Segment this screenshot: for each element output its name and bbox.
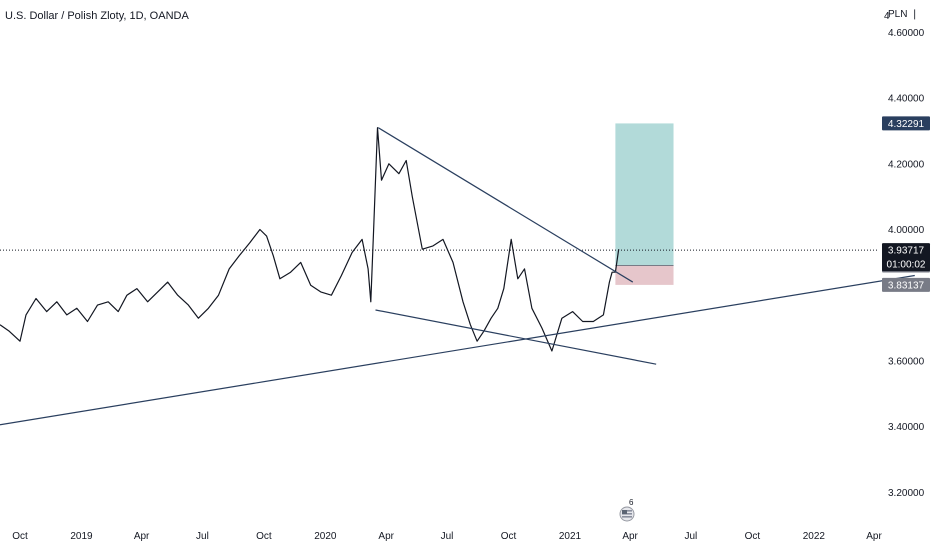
price-label-bg <box>882 116 930 131</box>
events-badge[interactable]: 6 <box>617 497 637 523</box>
long-trendline[interactable] <box>0 274 915 426</box>
currency-code: PLN <box>888 9 908 20</box>
y-tick-label: 4.20000 <box>888 159 925 170</box>
x-tick-label: 2020 <box>314 531 337 542</box>
y-tick-label: 3.60000 <box>888 356 925 367</box>
upper-trendline[interactable] <box>377 127 634 283</box>
y-tick-label: 4.60000 <box>888 28 925 39</box>
x-tick-label: 2022 <box>803 531 826 542</box>
y-tick-label: 3.40000 <box>888 422 925 433</box>
price-label-text: 3.93717 <box>888 246 925 257</box>
x-tick-label: Jul <box>685 531 698 542</box>
currency-dropdown-icon[interactable]: ❘ <box>910 9 919 20</box>
x-axis[interactable]: Oct 2019 Apr Jul Oct 2020 Apr Jul Oct 2021 Apr Jul O… <box>12 531 882 542</box>
loss-zone[interactable] <box>615 265 674 285</box>
price-label-last: 3.93717 01:00:02 <box>882 243 930 272</box>
countdown-text: 01:00:02 <box>887 260 926 271</box>
price-label-stop: 3.83137 <box>882 277 930 292</box>
position-zones[interactable] <box>615 123 674 285</box>
x-tick-label: Oct <box>745 531 761 542</box>
chart-title: U.S. Dollar / Polish Zloty, 1D, OANDA <box>5 10 189 22</box>
price-line <box>0 127 620 352</box>
y-tick-label: 4.40000 <box>888 94 925 105</box>
price-label-bg <box>882 243 930 272</box>
x-tick-label: Jul <box>196 531 209 542</box>
currency-label[interactable]: PLN ❘ <box>888 9 919 20</box>
lower-trendline[interactable] <box>375 309 657 365</box>
y-tick-label: 3.20000 <box>888 488 925 499</box>
x-tick-label: Apr <box>622 531 638 542</box>
x-tick-label: Apr <box>378 531 394 542</box>
price-label-bg <box>882 277 930 292</box>
x-tick-label: 2021 <box>559 531 582 542</box>
x-tick-label: Apr <box>866 531 882 542</box>
x-tick-label: Oct <box>12 531 28 542</box>
trendlines[interactable] <box>0 127 915 426</box>
profit-zone[interactable] <box>615 123 674 266</box>
x-tick-label: 2019 <box>70 531 93 542</box>
x-tick-label: Jul <box>441 531 454 542</box>
events-badge-count: 6 <box>629 498 634 507</box>
price-label-text: 4.32291 <box>888 119 925 130</box>
y-axis[interactable]: 4.60000 4.40000 4.20000 4.00000 3.60000 3.400… <box>884 11 925 550</box>
price-label-text: 3.83137 <box>888 280 925 291</box>
y-tick-label-top: 4 <box>884 11 890 22</box>
x-tick-label: Oct <box>501 531 517 542</box>
price-label-target: 4.32291 <box>882 116 930 131</box>
x-tick-label: Apr <box>134 531 150 542</box>
y-tick-label: 4.00000 <box>888 225 925 236</box>
price-series <box>0 127 620 352</box>
x-tick-label: Oct <box>256 531 272 542</box>
